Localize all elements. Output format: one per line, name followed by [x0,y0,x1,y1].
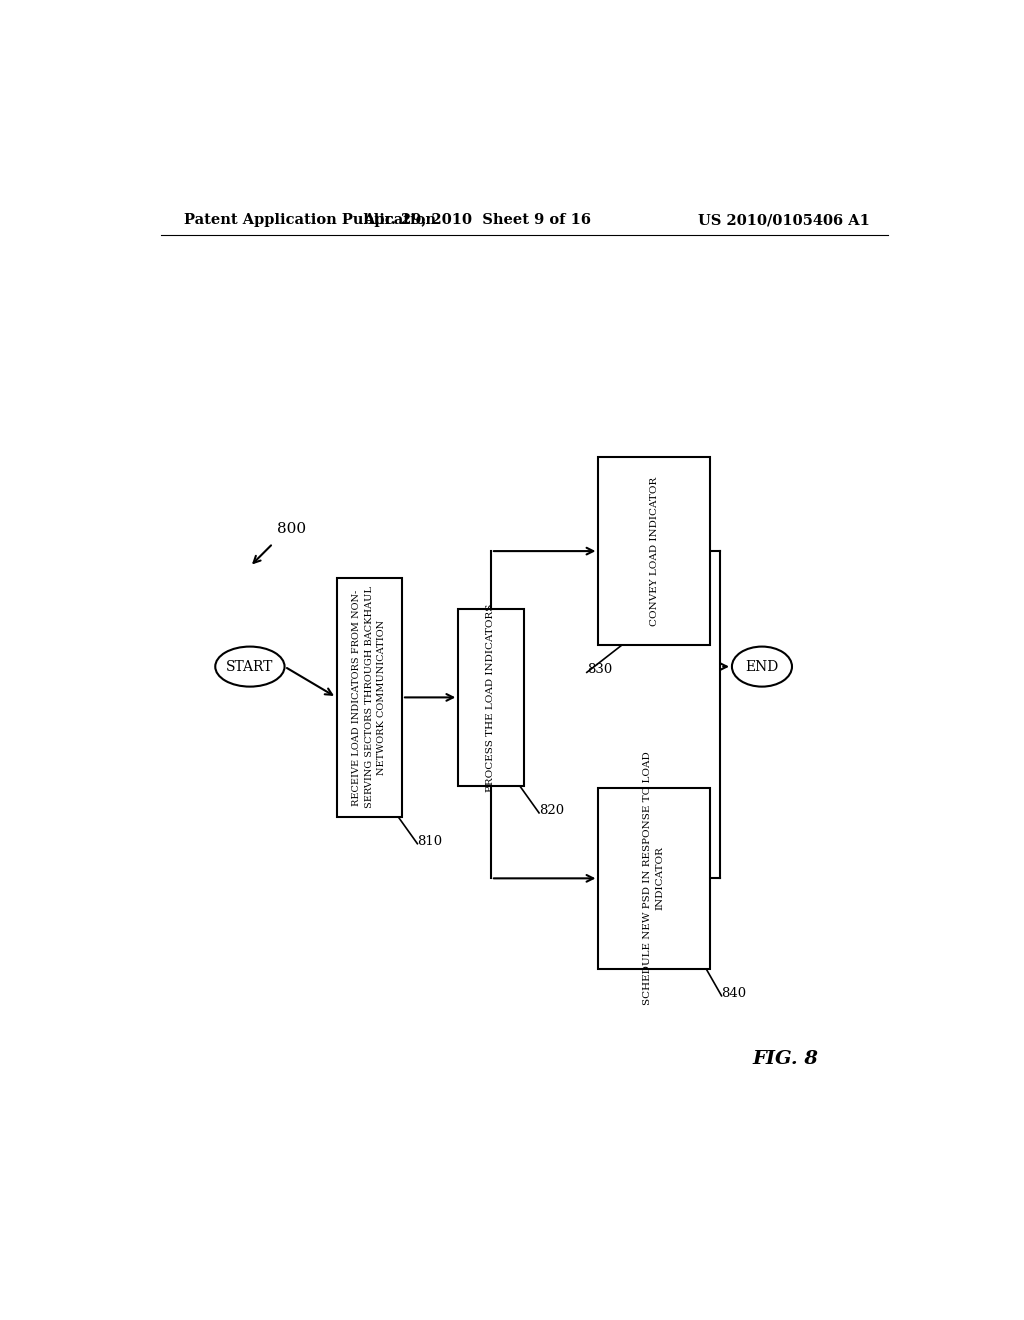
Text: CONVEY LOAD INDICATOR: CONVEY LOAD INDICATOR [649,477,658,626]
Ellipse shape [215,647,285,686]
Text: Patent Application Publication: Patent Application Publication [184,213,436,227]
Text: FIG. 8: FIG. 8 [752,1051,818,1068]
Text: PROCESS THE LOAD INDICATORS: PROCESS THE LOAD INDICATORS [486,603,496,792]
Text: 800: 800 [276,521,306,536]
Text: US 2010/0105406 A1: US 2010/0105406 A1 [698,213,869,227]
Text: Apr. 29, 2010  Sheet 9 of 16: Apr. 29, 2010 Sheet 9 of 16 [364,213,591,227]
Ellipse shape [732,647,792,686]
Bar [598,457,710,645]
Text: 840: 840 [722,986,746,999]
Text: RECEIVE LOAD INDICATORS FROM NON-
SERVING SECTORS THROUGH BACKHAUL
NETWORK COMMU: RECEIVE LOAD INDICATORS FROM NON- SERVIN… [352,586,386,808]
Text: 820: 820 [539,804,564,817]
Text: 830: 830 [587,663,612,676]
Bar [458,609,523,785]
Text: SCHEDULE NEW PSD IN RESPONSE TO LOAD
INDICATOR: SCHEDULE NEW PSD IN RESPONSE TO LOAD IND… [643,751,665,1006]
Text: 810: 810 [418,834,442,847]
Text: START: START [226,660,273,673]
Bar [598,788,710,969]
Text: END: END [745,660,778,673]
Bar [337,578,402,817]
